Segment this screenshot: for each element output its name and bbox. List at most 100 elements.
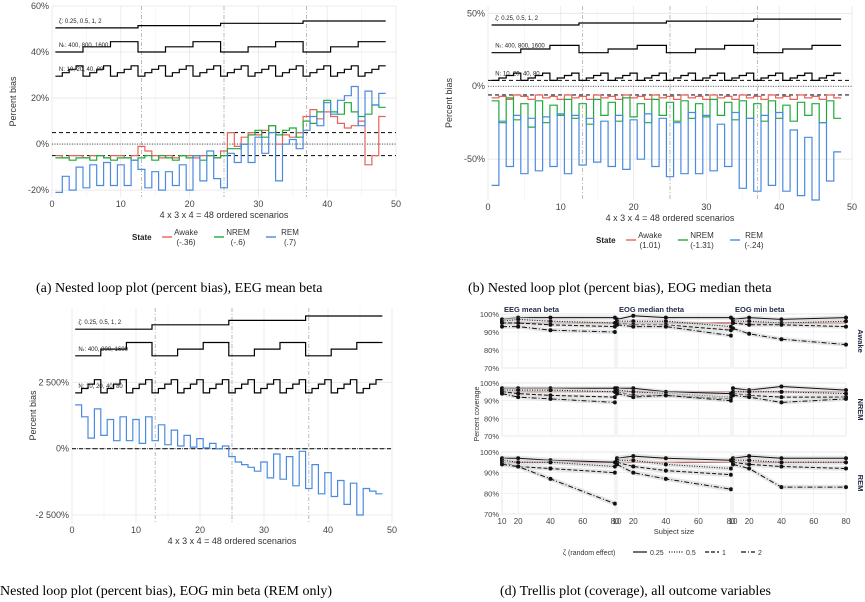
coverage-point (631, 458, 636, 463)
coverage-point (548, 315, 553, 320)
legend-label: Awake (638, 231, 662, 240)
loop-label-nt: Nₜ: 400, 800, 1600 (495, 44, 545, 50)
coverage-point (631, 389, 636, 394)
coverage-point (613, 470, 617, 475)
coverage-point (631, 395, 636, 400)
coverage-line-0.25 (502, 457, 616, 463)
x-tick-label: 40 (322, 199, 332, 209)
coverage-point (516, 456, 521, 461)
loop-label-zeta: ζ: 0.25, 0.5, 1, 2 (78, 320, 121, 326)
y-tick-label: 70% (484, 432, 499, 441)
coverage-line-0.5 (502, 389, 616, 393)
series-line-rem (491, 111, 842, 201)
coverage-point (844, 466, 848, 471)
loop-label-zeta: ζ: 0.25, 0.5, 1, 2 (59, 19, 102, 25)
coverage-point (613, 400, 617, 405)
coverage-band (733, 389, 846, 396)
caption-b: (b) Nested loop plot (percent bias), EOG… (468, 281, 772, 296)
coverage-point (779, 460, 784, 465)
x-tick-label: 30 (701, 202, 711, 212)
y-tick-label: 70% (484, 364, 499, 373)
y-tick-label: -2 500% (35, 510, 69, 520)
coverage-line-2 (501, 463, 616, 505)
coverage-point (731, 321, 735, 325)
coverage-point (548, 466, 553, 471)
loop-line-nt (491, 44, 842, 54)
y-tick-label: 100% (480, 448, 500, 457)
coverage-line-0.25 (616, 315, 731, 320)
coverage-line-0.5 (617, 459, 732, 469)
coverage-point (747, 389, 752, 394)
coverage-point (613, 330, 617, 334)
coverage-line-1 (501, 391, 616, 398)
loop-label-n: N: 10, 20, 40, 80 (495, 71, 540, 77)
legend-value: (-.36) (176, 238, 195, 247)
legend-label: 0.25 (650, 550, 664, 557)
coverage-band (617, 461, 731, 492)
coverage-point (844, 342, 848, 347)
legend-label: 2 (758, 550, 762, 557)
y-tick-label: 90% (484, 469, 499, 478)
coverage-point (615, 322, 619, 327)
coverage-point (663, 476, 668, 481)
y-tick-label: 0% (56, 444, 69, 454)
x-tick-label: 10 (116, 199, 126, 209)
coverage-point (548, 393, 553, 398)
legend-title: State (132, 233, 152, 242)
coverage-point (779, 456, 784, 461)
series-line-awake (491, 94, 842, 100)
coverage-line-2 (502, 326, 616, 333)
coverage-point (779, 317, 784, 322)
coverage-line-0.25 (616, 455, 732, 461)
coverage-line-0.25 (732, 317, 847, 320)
coverage-line-0.5 (501, 318, 616, 324)
x-tick-label: 40 (774, 202, 784, 212)
coverage-point (516, 395, 521, 400)
coverage-band (733, 326, 846, 347)
loop-line-zeta (75, 315, 383, 330)
coverage-line-0.5 (617, 320, 732, 328)
loop-label-n: N: 10, 20, 40, 80 (59, 67, 104, 73)
x-tick-label: 20 (629, 202, 639, 212)
panel-a: ζ: 0.25, 0.5, 1, 2 Nₜ: 400, 800, 1600 N: 1… (8, 1, 401, 247)
coverage-point (844, 485, 848, 490)
coverage-line-2 (616, 393, 732, 402)
coverage-line-2 (616, 324, 732, 337)
coverage-point (747, 331, 752, 336)
coverage-line-1 (732, 322, 847, 328)
coverage-point (779, 485, 784, 490)
loop-label-nt: Nₜ: 400, 800, 1600 (78, 347, 128, 353)
series-line-rem (55, 85, 386, 193)
coverage-band (502, 387, 615, 394)
coverage-point (631, 313, 636, 318)
coverage-point (747, 322, 752, 327)
y-tick-label: 0% (36, 139, 49, 149)
coverage-band (502, 457, 615, 469)
coverage-point (731, 326, 735, 331)
legend-value: (-.6) (231, 238, 246, 247)
coverage-point (844, 315, 848, 320)
coverage-point (779, 322, 784, 327)
coverage-point (548, 328, 553, 333)
y-axis-label: Percent bias (8, 76, 18, 127)
x-tick-label: 40 (546, 517, 555, 526)
coverage-point (729, 398, 733, 403)
coverage-point (500, 321, 504, 325)
coverage-point (747, 315, 752, 320)
y-tick-label: 80% (484, 346, 499, 355)
x-tick-label: 10 (498, 517, 507, 526)
coverage-band (502, 317, 615, 326)
facet-row-label: NREM (856, 398, 865, 420)
y-tick-label: 100% (480, 379, 500, 388)
x-tick-label: 0 (485, 202, 490, 212)
coverage-point (731, 393, 735, 398)
coverage-point (663, 462, 668, 467)
y-tick-label: -20% (28, 185, 49, 195)
x-tick-label: 20 (514, 517, 523, 526)
x-tick-label: 30 (259, 525, 269, 535)
series-line-awake (55, 109, 386, 166)
coverage-band (617, 391, 731, 403)
caption-a: (a) Nested loop plot (percent bias), EEG… (36, 281, 323, 296)
coverage-point (516, 460, 521, 465)
x-tick-label: 50 (847, 202, 857, 212)
